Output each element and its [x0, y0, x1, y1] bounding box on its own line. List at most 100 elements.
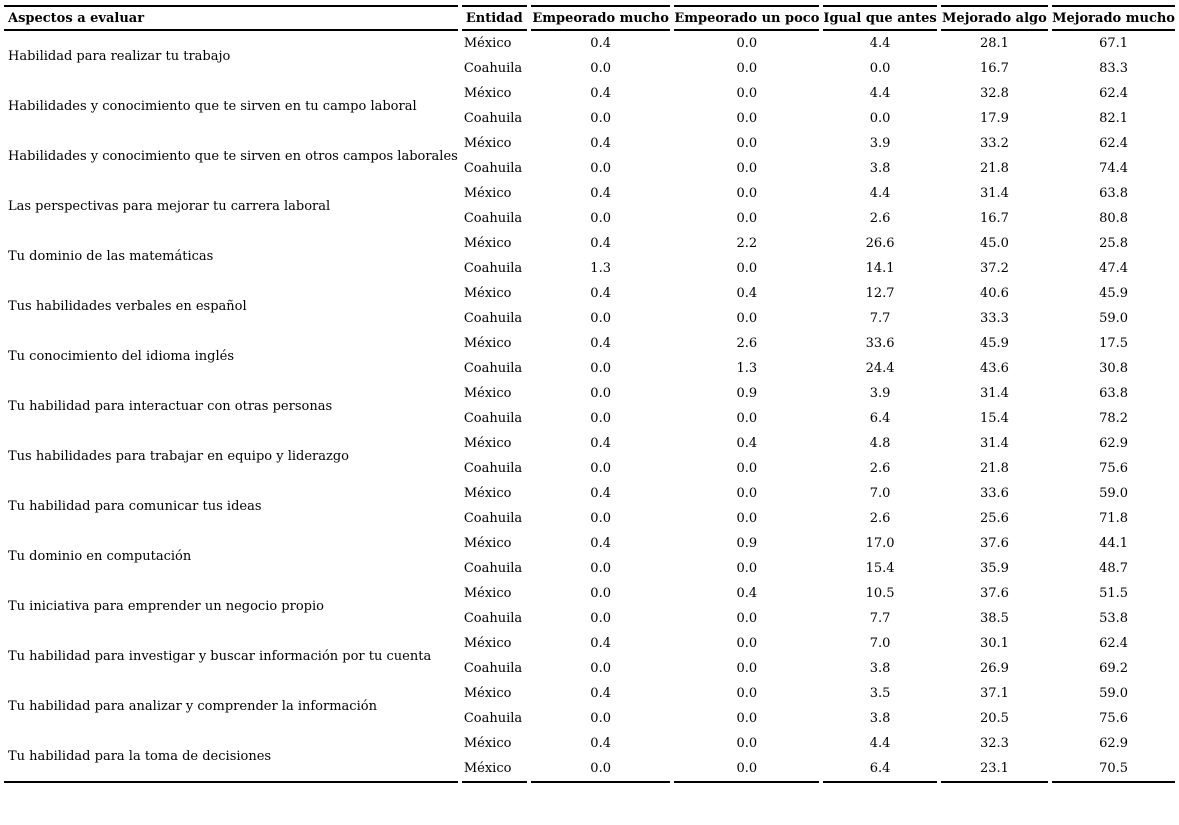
value-cell: 0.4: [590, 236, 611, 251]
value-cell: 63.8: [1099, 386, 1129, 401]
value-cell: 51.5: [1099, 586, 1129, 601]
value-cell: 0.4: [736, 436, 758, 451]
value-cell: 0.0: [590, 611, 611, 626]
value-cell: 6.4: [869, 411, 891, 426]
value-cell: 0.4: [736, 586, 758, 601]
value-cell: 38.5: [979, 611, 1009, 626]
value-cell: 37.2: [979, 261, 1009, 276]
aspect-cell: Tu habilidad para comunicar tus ideas: [8, 498, 262, 514]
value-cell: 7.7: [869, 311, 891, 326]
value-cell: 0.0: [736, 186, 758, 201]
value-cell: 33.2: [979, 136, 1009, 151]
value-cell: 4.4: [869, 86, 891, 101]
table-row: Tus habilidades para trabajar en equipo …: [4, 431, 1175, 464]
value-cell: 1.3: [590, 261, 611, 276]
value-cell: 45.0: [979, 236, 1009, 251]
value-cell: 16.7: [979, 211, 1009, 226]
value-cell: 0.4: [590, 336, 611, 351]
table-row: Coahuila 0.0 0.0 3.8 20.5 75.6: [4, 706, 1175, 731]
column-header-igual-que-antes: Igual que antes: [823, 5, 937, 31]
value-cell: 44.1: [1099, 536, 1129, 551]
table-row: Coahuila 0.0 0.0 7.7 33.3 59.0: [4, 306, 1175, 331]
value-cell: 0.0: [590, 461, 611, 476]
value-cell: 0.0: [736, 311, 758, 326]
value-cell: 0.0: [590, 111, 611, 126]
value-cell: 0.0: [590, 561, 611, 576]
table-row: Coahuila 0.0 0.0 3.8 26.9 69.2: [4, 656, 1175, 681]
value-cell: 69.2: [1099, 661, 1129, 676]
aspect-cell: Tus habilidades para trabajar en equipo …: [8, 448, 350, 464]
value-cell: 12.7: [865, 286, 895, 301]
value-cell: 62.4: [1099, 86, 1129, 101]
value-cell: 33.6: [865, 336, 895, 351]
value-cell: 28.1: [979, 36, 1009, 51]
value-cell: 43.6: [979, 361, 1009, 376]
value-cell: 74.4: [1099, 161, 1129, 176]
entity-cell: México: [463, 736, 512, 751]
value-cell: 4.4: [869, 736, 891, 751]
value-cell: 78.2: [1099, 411, 1129, 426]
aspect-cell: Tus habilidades verbales en español: [8, 298, 247, 314]
value-cell: 0.0: [736, 61, 758, 76]
entity-cell: México: [463, 286, 512, 301]
table-row: México 0.0 0.0 6.4 23.1 70.5: [4, 756, 1175, 783]
entity-cell: México: [463, 186, 512, 201]
entity-cell: México: [463, 236, 512, 251]
aspect-cell: Tu habilidad para investigar y buscar in…: [8, 648, 432, 664]
value-cell: 75.6: [1099, 461, 1129, 476]
value-cell: 62.4: [1099, 636, 1129, 651]
value-cell: 80.8: [1099, 211, 1129, 226]
value-cell: 0.0: [736, 36, 758, 51]
value-cell: 7.0: [869, 486, 891, 501]
value-cell: 7.7: [869, 611, 891, 626]
value-cell: 0.0: [590, 61, 611, 76]
value-cell: 59.0: [1099, 311, 1129, 326]
value-cell: 4.4: [869, 36, 891, 51]
value-cell: 2.6: [869, 211, 891, 226]
table-row: Tu habilidad para comunicar tus ideas Méx…: [4, 481, 1175, 514]
value-cell: 2.2: [736, 236, 758, 251]
value-cell: 82.1: [1099, 111, 1129, 126]
value-cell: 0.0: [590, 711, 611, 726]
value-cell: 0.0: [736, 111, 758, 126]
value-cell: 21.8: [979, 461, 1009, 476]
value-cell: 24.4: [865, 361, 895, 376]
value-cell: 45.9: [979, 336, 1009, 351]
table-row: Tu habilidad para interactuar con otras …: [4, 381, 1175, 414]
value-cell: 0.4: [590, 136, 611, 151]
value-cell: 6.4: [823, 756, 937, 783]
value-cell: 75.6: [1099, 711, 1129, 726]
entity-cell: Coahuila: [463, 111, 523, 126]
table-row: Tus habilidades verbales en español Méxic…: [4, 281, 1175, 314]
entity-cell: Coahuila: [463, 561, 523, 576]
entity-cell: México: [463, 386, 512, 401]
value-cell: 59.0: [1099, 686, 1129, 701]
value-cell: 21.8: [979, 161, 1009, 176]
value-cell: 62.9: [1099, 736, 1129, 751]
value-cell: 3.8: [869, 161, 891, 176]
entity-cell: México: [463, 636, 512, 651]
value-cell: 0.0: [590, 161, 611, 176]
entity-cell: Coahuila: [463, 61, 523, 76]
entity-cell: Coahuila: [463, 211, 523, 226]
value-cell: 53.8: [1099, 611, 1129, 626]
column-header-empeorado-un-poco: Empeorado un poco: [674, 5, 820, 31]
column-header-mejorado-mucho: Mejorado mucho: [1052, 5, 1175, 31]
value-cell: 16.7: [979, 61, 1009, 76]
value-cell: 0.0: [590, 211, 611, 226]
table-row: Tu dominio de las matemáticas México 0.4 2.…: [4, 231, 1175, 264]
value-cell: 83.3: [1099, 61, 1129, 76]
entity-cell: México: [463, 336, 512, 351]
value-cell: 0.0: [736, 686, 758, 701]
value-cell: 31.4: [979, 436, 1009, 451]
evaluation-table: Aspectos a evaluar Entidad Empeorado muc…: [0, 5, 1179, 783]
value-cell: 48.7: [1099, 561, 1129, 576]
value-cell: 0.0: [736, 511, 758, 526]
value-cell: 0.9: [736, 386, 758, 401]
aspect-cell: Habilidades y conocimiento que te sirven…: [8, 148, 458, 164]
value-cell: 0.0: [590, 511, 611, 526]
table-row: Tu iniciativa para emprender un negocio …: [4, 581, 1175, 614]
value-cell: 0.4: [590, 736, 611, 751]
value-cell: 62.4: [1099, 136, 1129, 151]
entity-cell: Coahuila: [463, 161, 523, 176]
